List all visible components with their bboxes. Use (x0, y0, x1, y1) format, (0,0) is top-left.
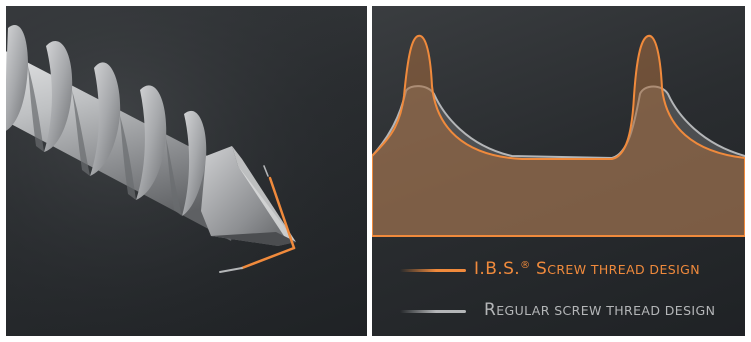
tip-angle-marker (219, 165, 296, 273)
legend-ibs-swatch (400, 269, 466, 272)
screw-image-panel (6, 6, 367, 336)
legend-regular-initial: R (484, 300, 497, 320)
thread-profile-panel: I.B.S.® SCREW THREAD DESIGN REGULAR SCRE… (372, 6, 745, 336)
legend-regular: REGULAR SCREW THREAD DESIGN (372, 300, 745, 322)
legend-ibs: I.B.S.® SCREW THREAD DESIGN (372, 259, 745, 281)
screw-tip (201, 146, 296, 246)
legend-ibs-rest: CREW THREAD DESIGN (547, 262, 700, 277)
registered-mark: ® (520, 260, 531, 271)
legend-ibs-prefix: I.B.S. (474, 259, 521, 279)
thread-profile-diagram (372, 34, 745, 237)
legend-regular-swatch (400, 310, 466, 313)
legend-ibs-initial: S (536, 259, 548, 279)
ibs-thread-profile (372, 34, 745, 237)
screw-illustration (6, 6, 367, 336)
legend-regular-rest: EGULAR SCREW THREAD DESIGN (496, 303, 716, 318)
screw-threads (6, 25, 207, 216)
legend-regular-label: REGULAR SCREW THREAD DESIGN (484, 300, 715, 320)
legend-ibs-label: I.B.S.® SCREW THREAD DESIGN (474, 259, 700, 279)
